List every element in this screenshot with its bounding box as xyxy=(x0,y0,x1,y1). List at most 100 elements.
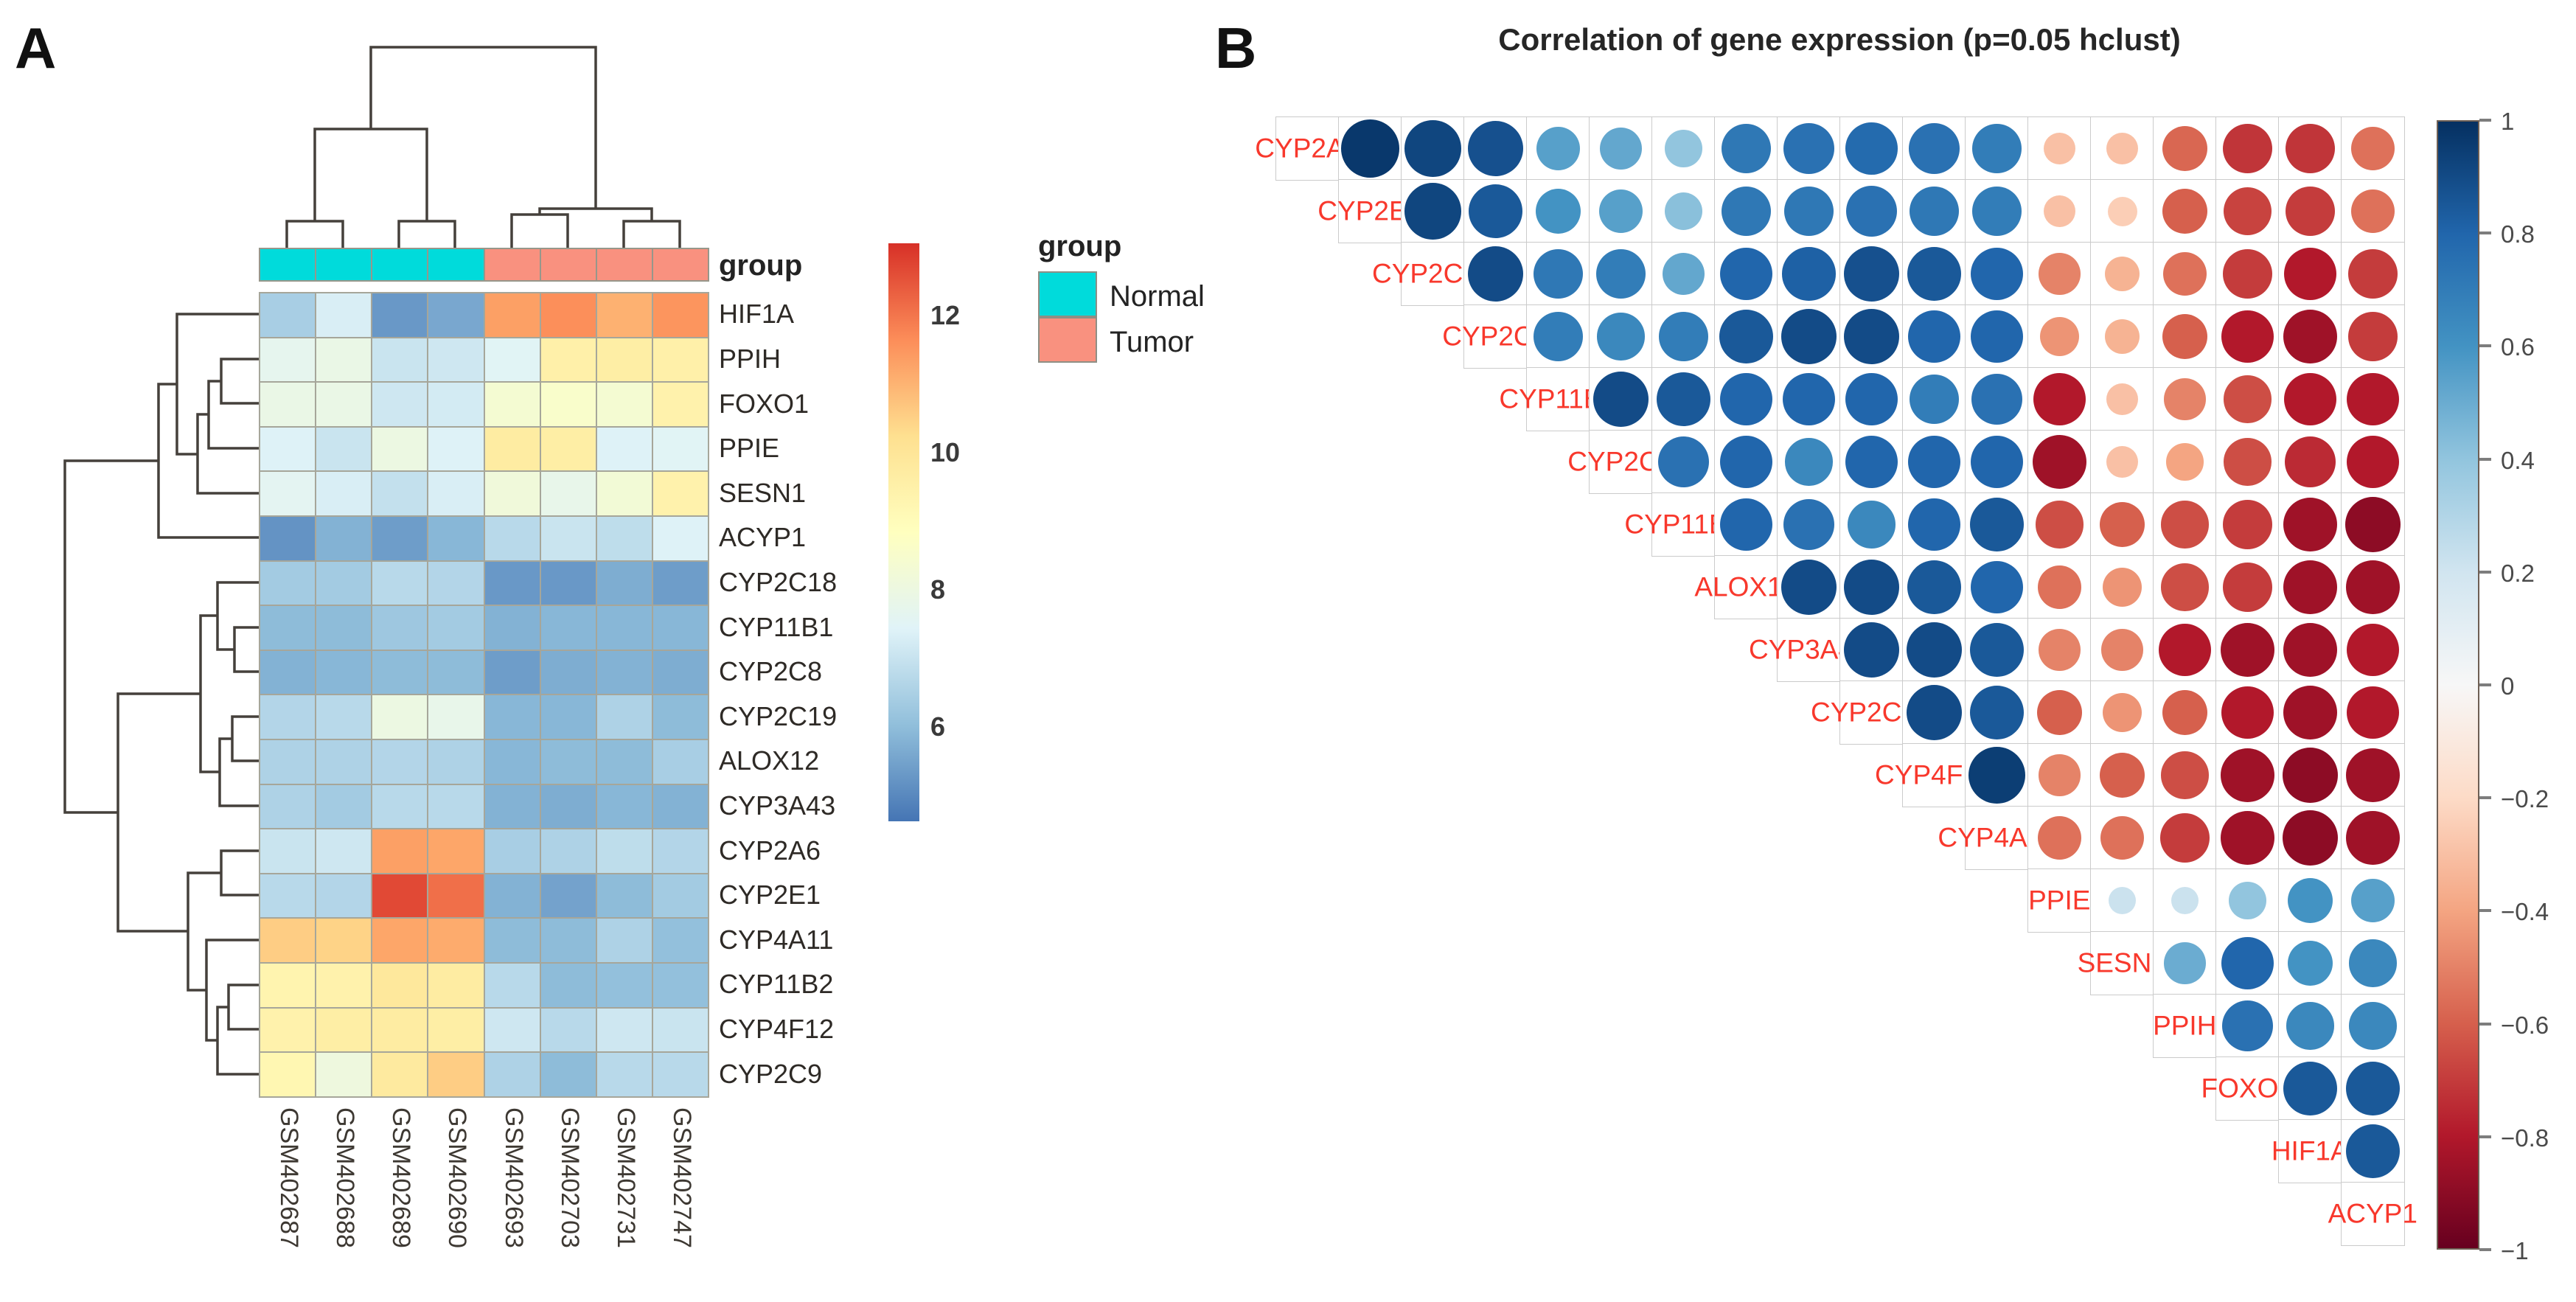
correlation-colorbar-tickmark xyxy=(2479,457,2491,461)
correlation-cell xyxy=(2153,743,2217,807)
correlation-circle xyxy=(1783,498,1835,551)
correlation-cell xyxy=(1902,430,1966,494)
heatmap-cell xyxy=(315,470,373,517)
correlation-circle xyxy=(1972,187,2022,236)
correlation-colorbar-tickmark xyxy=(2479,231,2491,235)
correlation-cell xyxy=(1839,618,1904,682)
correlation-cell xyxy=(1714,179,1778,243)
correlation-cell xyxy=(2090,806,2154,870)
correlation-cell xyxy=(1589,304,1653,369)
correlation-cell xyxy=(1965,555,2029,619)
group-legend-swatch-Tumor xyxy=(1038,317,1097,363)
correlation-cell xyxy=(2341,1119,2405,1183)
correlation-cell xyxy=(1651,367,1716,431)
correlation-circle xyxy=(1907,498,1961,551)
heatmap-cell xyxy=(371,1051,429,1098)
correlation-circle xyxy=(2223,249,2272,299)
heatmap-cell xyxy=(259,605,317,651)
heatmap-cell xyxy=(371,470,429,517)
heatmap-cell xyxy=(539,739,597,785)
correlation-cell xyxy=(2278,179,2342,243)
correlation-cell xyxy=(1589,367,1653,431)
correlation-cell xyxy=(2153,868,2217,933)
heatmap-colorbar-tick-12: 12 xyxy=(930,300,961,330)
correlation-cell xyxy=(1401,179,1465,243)
correlation-cell xyxy=(2215,931,2280,995)
correlation-circle xyxy=(1843,308,1900,365)
correlation-circle xyxy=(2160,813,2210,863)
correlation-circle xyxy=(1909,186,1960,237)
correlation-cell xyxy=(2027,806,2092,870)
correlation-circle xyxy=(1468,184,1523,239)
correlation-cell xyxy=(2215,179,2280,243)
group-legend-label-Tumor: Tumor xyxy=(1110,326,1194,358)
correlation-circle xyxy=(2039,316,2080,357)
correlation-cell xyxy=(1965,367,2029,431)
correlation-cell xyxy=(1777,242,1841,306)
correlation-cell xyxy=(2090,555,2154,619)
heatmap-cell xyxy=(315,1006,373,1054)
correlation-cell xyxy=(2215,618,2280,682)
correlation-circle xyxy=(2162,689,2208,736)
correlation-circle xyxy=(2344,496,2401,553)
heatmap-cell xyxy=(371,560,429,607)
correlation-cell xyxy=(2215,555,2280,619)
heatmap-cell xyxy=(595,783,653,830)
correlation-cell xyxy=(1902,179,1966,243)
correlation-cell xyxy=(1651,430,1716,494)
correlation-cell xyxy=(1651,242,1716,306)
heatmap-colorbar xyxy=(888,243,919,821)
correlation-circle xyxy=(1969,685,2025,740)
correlation-cell xyxy=(1902,618,1966,682)
correlation-circle xyxy=(2229,882,2266,919)
correlation-circle xyxy=(1907,435,1961,489)
correlation-cell xyxy=(2341,743,2405,807)
correlation-cell xyxy=(2090,116,2154,181)
correlation-cell: HIF1A xyxy=(2272,1119,2349,1183)
heatmap-cell xyxy=(427,560,485,607)
heatmap-cell xyxy=(259,694,317,740)
heatmap-cell xyxy=(259,828,317,874)
heatmap-cell xyxy=(427,783,485,830)
heatmap-cell xyxy=(651,917,709,964)
correlation-circle xyxy=(1843,559,1900,616)
correlation-cell xyxy=(2027,618,2092,682)
correlation-cell xyxy=(1651,179,1716,243)
heatmap-cell xyxy=(483,649,541,696)
heatmap-cell xyxy=(371,515,429,562)
group-bar-cell-GSM402688 xyxy=(315,248,373,282)
heatmap-cell xyxy=(595,470,653,517)
heatmap-cell xyxy=(259,292,317,338)
correlation-cell xyxy=(2090,367,2154,431)
correlation-cell xyxy=(2278,242,2342,306)
correlation-circle xyxy=(2345,560,2401,615)
correlation-circle xyxy=(2036,689,2083,736)
correlation-cell xyxy=(2027,367,2092,431)
correlation-cell xyxy=(1902,492,1966,557)
heatmap-row-label-CYP4A11: CYP4A11 xyxy=(719,924,834,955)
correlation-cell xyxy=(1714,430,1778,494)
heatmap-cell xyxy=(315,425,373,473)
heatmap-cell xyxy=(259,381,317,428)
correlation-colorbar-tick-−1: −1 xyxy=(2501,1237,2529,1264)
correlation-circle xyxy=(2039,629,2081,671)
heatmap-cell xyxy=(483,828,541,874)
heatmap-cell xyxy=(427,739,485,785)
correlation-cell xyxy=(2278,680,2342,745)
panel-b-label: B xyxy=(1215,15,1257,80)
correlation-cell xyxy=(2027,304,2092,369)
correlation-cell xyxy=(2090,743,2154,807)
correlation-circle xyxy=(2285,123,2336,174)
correlation-cell xyxy=(2278,994,2342,1058)
correlation-circle xyxy=(2166,443,2204,481)
correlation-cell xyxy=(2027,242,2092,306)
correlation-circle xyxy=(1906,622,1963,678)
correlation-cell: PPIE xyxy=(2027,868,2092,933)
correlation-circle xyxy=(1719,309,1774,364)
correlation-circle xyxy=(1970,560,2024,614)
correlation-cell xyxy=(2278,304,2342,369)
correlation-cell xyxy=(2153,179,2217,243)
heatmap-cell xyxy=(539,783,597,830)
correlation-cell xyxy=(2278,492,2342,557)
heatmap-cell xyxy=(651,649,709,696)
